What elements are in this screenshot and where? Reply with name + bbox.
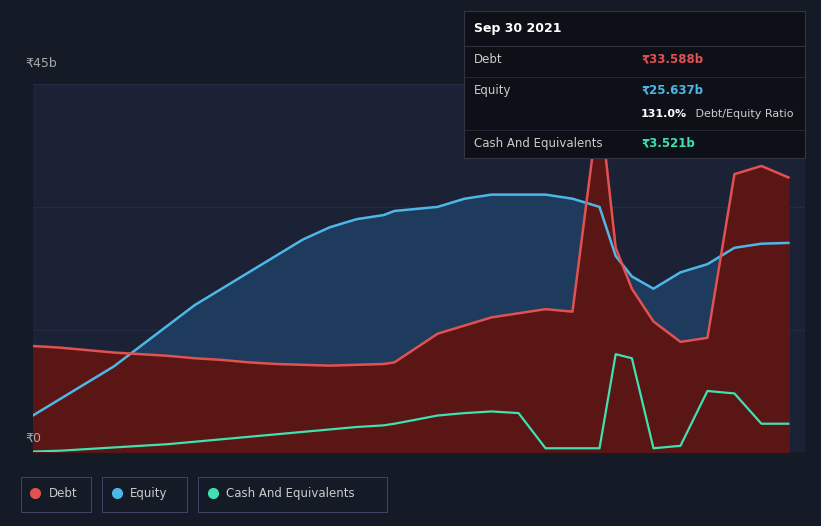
Text: Debt: Debt (48, 487, 77, 500)
Text: Equity: Equity (130, 487, 167, 500)
Text: 2015: 2015 (44, 478, 76, 491)
Text: Cash And Equivalents: Cash And Equivalents (474, 137, 603, 149)
Text: ₹33.588b: ₹33.588b (641, 53, 703, 66)
Text: ₹3.521b: ₹3.521b (641, 137, 695, 149)
Text: Sep 30 2021: Sep 30 2021 (474, 22, 562, 35)
Text: Equity: Equity (474, 84, 511, 97)
Text: 2021: 2021 (691, 478, 723, 491)
Text: ₹25.637b: ₹25.637b (641, 84, 703, 97)
Text: ₹0: ₹0 (25, 432, 41, 445)
Text: 2016: 2016 (152, 478, 184, 491)
Text: 2017: 2017 (259, 478, 291, 491)
Text: 131.0%: 131.0% (641, 108, 687, 119)
Text: 2018: 2018 (368, 478, 400, 491)
Text: Cash And Equivalents: Cash And Equivalents (226, 487, 355, 500)
Text: 2020: 2020 (584, 478, 616, 491)
Text: 2019: 2019 (475, 478, 507, 491)
Text: Debt/Equity Ratio: Debt/Equity Ratio (692, 108, 794, 119)
Text: Debt: Debt (474, 53, 502, 66)
Text: ₹45b: ₹45b (25, 56, 57, 69)
